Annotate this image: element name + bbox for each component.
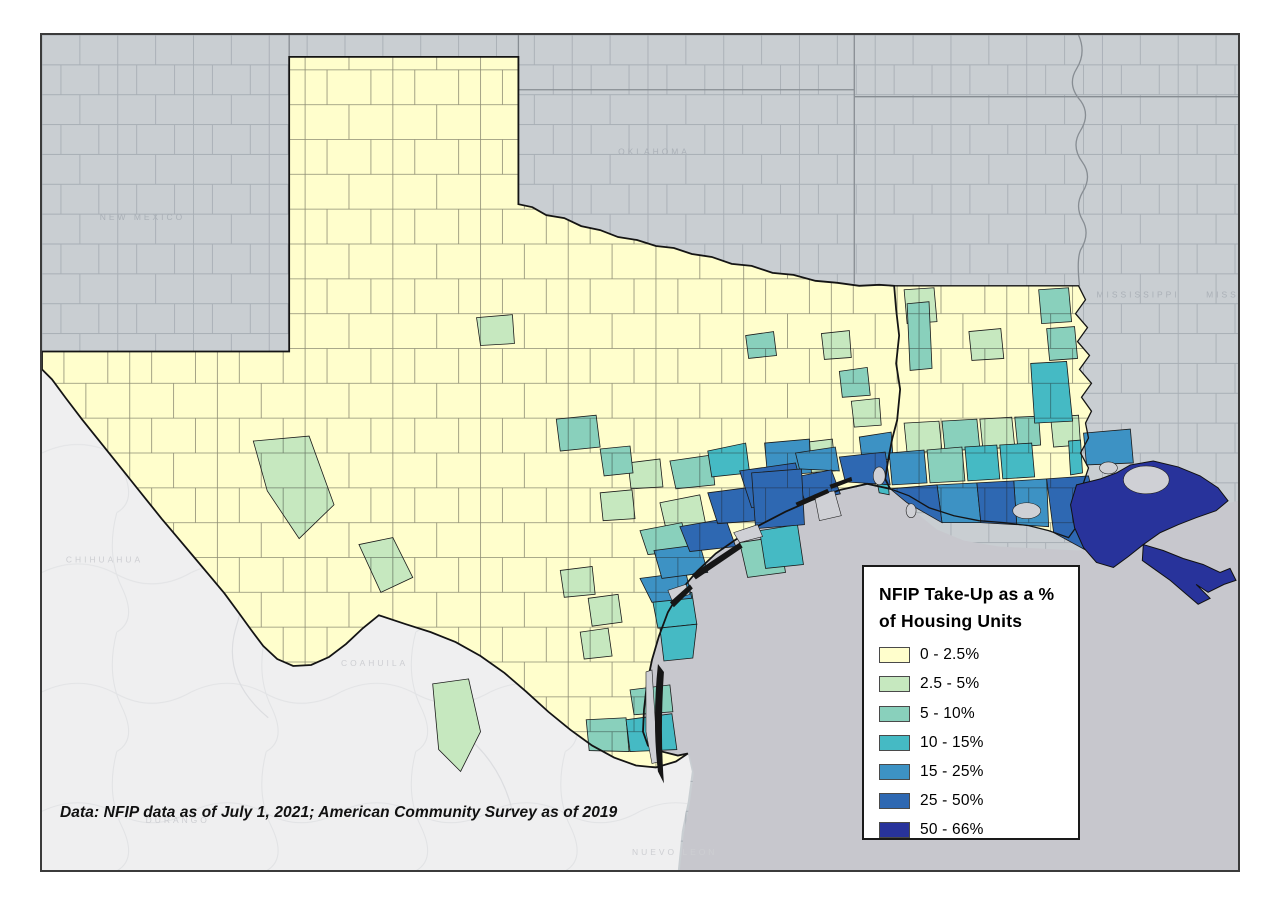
- legend-swatch: [879, 676, 910, 693]
- legend-item: 5 - 10%: [879, 705, 1068, 723]
- legend-item: 15 - 25%: [879, 763, 1068, 781]
- map-legend: NFIP Take-Up as a % of Housing Units 0 -…: [862, 565, 1080, 840]
- legend-item: 50 - 66%: [879, 821, 1068, 839]
- legend-title-line2: of Housing Units: [879, 611, 1023, 632]
- label-chihuahua: CHIHUAHUA: [66, 554, 143, 564]
- label-mississippi: MISSISSIPPI: [1096, 290, 1179, 300]
- study-region-outline: [42, 55, 1093, 769]
- legend-item-label: 10 - 15%: [920, 733, 984, 751]
- legend-item: 2.5 - 5%: [879, 675, 1068, 693]
- legend-title: NFIP Take-Up as a % of Housing Units: [879, 581, 1068, 635]
- legend-swatch: [879, 734, 910, 751]
- legend-swatch: [879, 822, 910, 839]
- choropleth-map-svg: NEW MEXICO OKLAHOMA MISSISSIPPI MISSISSI…: [42, 35, 1238, 870]
- label-oklahoma: OKLAHOMA: [618, 146, 690, 156]
- legend-item: 0 - 2.5%: [879, 646, 1068, 664]
- legend-title-line1: NFIP Take-Up as a %: [879, 584, 1055, 604]
- legend-swatch: [879, 647, 910, 664]
- counties-50-66pct: [1070, 460, 1237, 605]
- basemap-state-labels: NEW MEXICO OKLAHOMA MISSISSIPPI MISSISSI…: [66, 146, 1238, 857]
- label-durango: DURANGO: [146, 815, 210, 825]
- legend-item: 25 - 50%: [879, 792, 1068, 810]
- map-frame: NEW MEXICO OKLAHOMA MISSISSIPPI MISSISSI…: [40, 33, 1240, 872]
- legend-item-label: 0 - 2.5%: [920, 646, 980, 664]
- legend-swatch: [879, 705, 910, 722]
- legend-swatch: [879, 793, 910, 810]
- label-nuevo-leon: NUEVO LEON: [632, 847, 717, 857]
- label-new-mexico: NEW MEXICO: [100, 212, 185, 222]
- legend-item-label: 15 - 25%: [920, 763, 984, 780]
- label-mississippi-2: MISSISSIPPI: [1206, 290, 1238, 300]
- data-source-note: Data: NFIP data as of July 1, 2021; Amer…: [60, 804, 618, 821]
- barrier-islands: [654, 476, 853, 784]
- legend-item-label: 5 - 10%: [920, 704, 975, 722]
- legend-swatch: [879, 764, 910, 780]
- legend-item-label: 2.5 - 5%: [920, 675, 980, 693]
- legend-item-label: 50 - 66%: [920, 821, 984, 839]
- label-coahuila: COAHUILA: [341, 658, 408, 668]
- legend-item: 10 - 15%: [879, 734, 1068, 752]
- legend-item-label: 25 - 50%: [920, 792, 984, 810]
